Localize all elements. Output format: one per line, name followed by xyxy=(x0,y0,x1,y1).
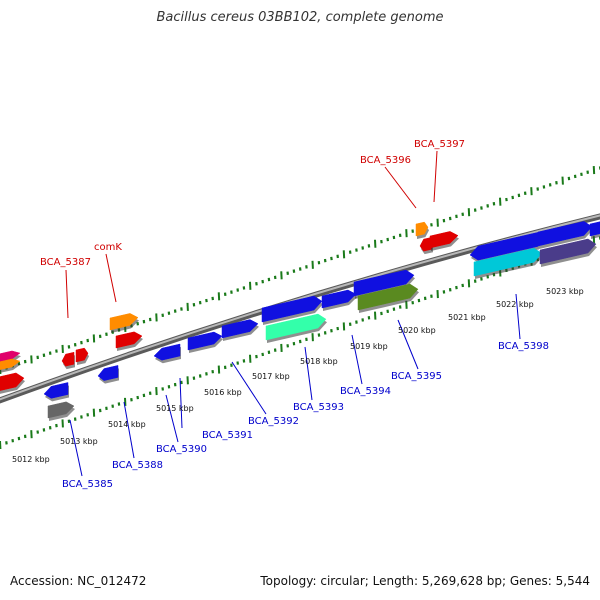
gene-arrow[interactable] xyxy=(415,221,429,237)
kbp-label: 5021 kbp xyxy=(448,313,486,322)
gene-arrow[interactable] xyxy=(537,221,593,247)
gene-arrow[interactable] xyxy=(429,231,459,249)
gene-arrow[interactable] xyxy=(539,238,597,265)
gene-arrow[interactable] xyxy=(115,331,143,349)
kbp-labels: 5012 kbp 5013 kbp 5014 kbp 5015 kbp 5016 kbp… xyxy=(12,287,584,464)
gene-label-upper[interactable]: BCA_5396 xyxy=(360,155,411,166)
gene-label-lower[interactable]: BCA_5394 xyxy=(340,386,391,397)
gene-arrow[interactable] xyxy=(589,221,600,237)
gene-label-lower[interactable]: BCA_5392 xyxy=(248,416,299,427)
gene-label-lower[interactable]: BCA_5395 xyxy=(391,371,442,382)
gene-arrow[interactable] xyxy=(97,365,119,381)
gene-arrow[interactable] xyxy=(109,313,139,331)
label-leaders xyxy=(65,150,521,477)
kbp-label: 5012 kbp xyxy=(12,455,50,464)
gene-arrow[interactable] xyxy=(0,350,21,364)
gene-arrow[interactable] xyxy=(353,269,415,297)
gene-arrow[interactable] xyxy=(61,351,75,367)
topology-text: Topology: circular; Length: 5,269,628 bp… xyxy=(260,574,590,588)
kbp-label: 5015 kbp xyxy=(156,404,194,413)
gene-arrow[interactable] xyxy=(43,382,69,399)
gene-arrow[interactable] xyxy=(321,289,357,309)
kbp-label: 5014 kbp xyxy=(108,420,146,429)
kbp-label: 5016 kbp xyxy=(204,388,242,397)
accession-text: Accession: NC_012472 xyxy=(10,574,147,588)
gene-arrow[interactable] xyxy=(473,247,543,277)
gene-label-upper[interactable]: comK xyxy=(94,242,122,253)
kbp-label: 5013 kbp xyxy=(60,437,98,446)
gene-arrow[interactable] xyxy=(47,401,75,419)
gene-label-lower[interactable]: BCA_5393 xyxy=(293,402,344,413)
gene-label-upper[interactable]: BCA_5397 xyxy=(414,139,465,150)
gene-features xyxy=(0,221,600,421)
gene-label-lower[interactable]: BCA_5390 xyxy=(156,444,207,455)
gene-arrow[interactable] xyxy=(187,331,223,351)
kbp-label: 5018 kbp xyxy=(300,357,338,366)
kbp-label: 5017 kbp xyxy=(252,372,290,381)
gene-label-lower[interactable]: BCA_5391 xyxy=(202,430,253,441)
kbp-label: 5020 kbp xyxy=(398,326,436,335)
kbp-label: 5023 kbp xyxy=(546,287,584,296)
gene-arrow[interactable] xyxy=(221,319,259,339)
kbp-label: 5019 kbp xyxy=(350,342,388,351)
gene-arrow[interactable] xyxy=(265,313,327,341)
gene-arrow[interactable] xyxy=(0,358,21,372)
gene-arrow[interactable] xyxy=(357,283,419,311)
gene-arrow[interactable] xyxy=(0,372,25,392)
gene-label-lower[interactable]: BCA_5398 xyxy=(498,341,549,352)
map-title: Bacillus cereus 03BB102, complete genome xyxy=(156,10,444,25)
kbp-label: 5022 kbp xyxy=(496,300,534,309)
gene-label-lower[interactable]: BCA_5385 xyxy=(62,479,113,490)
gene-label-lower[interactable]: BCA_5388 xyxy=(112,460,163,471)
gene-arrow[interactable] xyxy=(153,343,181,361)
gene-label-upper[interactable]: BCA_5387 xyxy=(40,257,91,268)
gene-arrow[interactable] xyxy=(261,295,323,323)
gene-arrow[interactable] xyxy=(75,347,89,363)
